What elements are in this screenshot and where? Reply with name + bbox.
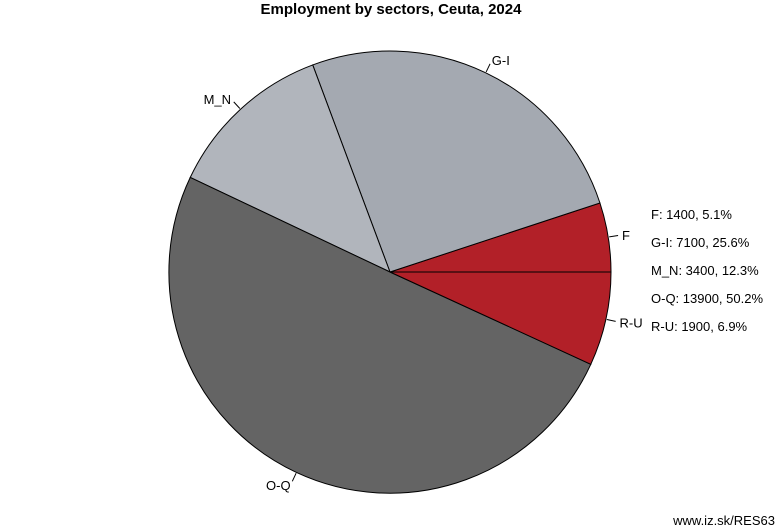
pie-label-tick-m-n [233, 101, 241, 109]
pie-slice-m-n [189, 64, 391, 273]
legend-item-r-u: R-U: 1900, 6.9% [651, 319, 748, 334]
pie-label-tick-f [609, 234, 619, 238]
pie-label-tick-g-i [485, 63, 491, 73]
pie-slice-r-u [389, 271, 612, 365]
pie-label-o-q: O-Q [266, 478, 291, 493]
legend-item-o-q: O-Q: 13900, 50.2% [651, 291, 764, 306]
pie-label-f: F [622, 228, 630, 243]
pie-label-r-u: R-U [620, 315, 643, 330]
pie-label-tick-r-u [606, 318, 616, 322]
pie-slice-g-i [312, 50, 601, 273]
legend-item-g-i: G-I: 7100, 25.6% [651, 235, 750, 250]
pie-label-tick-o-q [291, 472, 297, 482]
pie-label-m-n: M_N [204, 92, 231, 107]
pie-label-g-i: G-I [492, 53, 510, 68]
legend: F: 1400, 5.1% G-I: 7100, 25.6% M_N: 3400… [651, 206, 782, 346]
pie-slice-o-q [168, 176, 592, 494]
legend-item-m-n: M_N: 3400, 12.3% [651, 263, 759, 278]
chart-title: Employment by sectors, Ceuta, 2024 [260, 1, 522, 18]
legend-item-f: F: 1400, 5.1% [651, 207, 732, 222]
source-credit[interactable]: www.iz.sk/RES63 [673, 513, 775, 528]
